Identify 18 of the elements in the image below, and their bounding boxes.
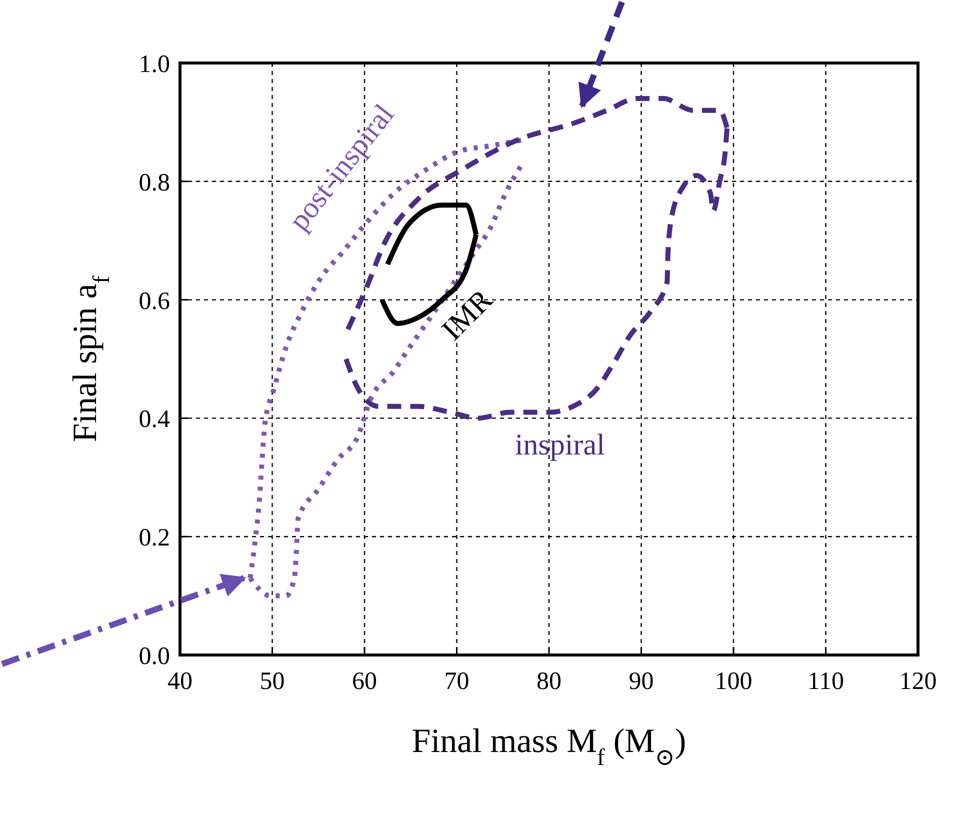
x-tick-label: 60 [352, 668, 377, 695]
x-tick-label: 100 [714, 668, 752, 695]
x-tick-label: 110 [807, 668, 844, 695]
x-tick-label: 90 [628, 668, 654, 695]
text: IMR [436, 283, 499, 347]
x-axis-title: Final mass M$_{f}$ (M$_{⊙}$) [412, 723, 686, 771]
y-tick-label: 0.2 [138, 524, 170, 552]
y-tick-label: 1.0 [138, 51, 170, 78]
x-tick-label: 120 [899, 668, 937, 695]
y-tick-label: 0.8 [138, 169, 170, 196]
x-tick-label: 50 [260, 668, 285, 695]
y-tick-label: 0.6 [138, 288, 170, 315]
x-tick-label: 40 [168, 668, 192, 695]
series-label: inspiral [514, 428, 605, 462]
x-tick-label: 80 [536, 668, 562, 695]
x-tick-label: 70 [444, 668, 470, 695]
y-tick-label: 0.4 [138, 406, 170, 434]
y-tick-label: 0.0 [138, 643, 170, 670]
